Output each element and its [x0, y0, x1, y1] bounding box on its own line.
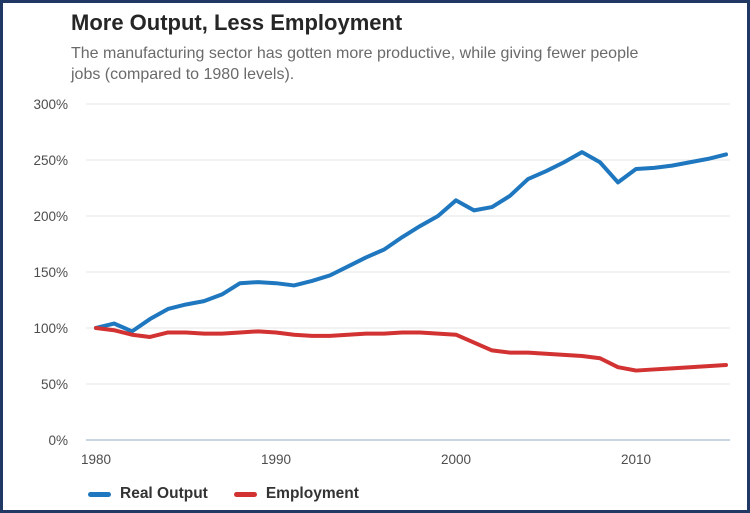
line-chart: 0% 50% 100% 150% 200% 250% 300% 1980 1990 2000 201…: [33, 97, 730, 467]
legend-label-real-output: Real Output: [120, 485, 208, 502]
x-tick-label: 2000: [441, 452, 471, 467]
y-tick-label: 0%: [48, 433, 68, 448]
real-output-line: [94, 150, 728, 334]
page-title: More Output, Less Employment: [71, 10, 403, 35]
y-tick-label: 300%: [33, 97, 68, 112]
x-tick-label: 1980: [81, 452, 111, 467]
chart-header: More Output, Less Employment The manufac…: [71, 10, 711, 85]
real-output-swatch: [88, 491, 111, 497]
y-tick-label: 100%: [33, 321, 68, 336]
y-tick-label: 250%: [33, 153, 68, 168]
employment-swatch: [233, 491, 257, 497]
y-tick-label: 50%: [41, 377, 68, 392]
x-tick-label: 1990: [261, 452, 291, 467]
legend-item-employment: Employment: [233, 485, 359, 503]
chart-subtitle: The manufacturing sector has gotten more…: [71, 45, 639, 84]
y-tick-label: 150%: [33, 265, 68, 280]
legend-item-real-output: Real Output: [88, 485, 208, 503]
y-tick-label: 200%: [33, 209, 68, 224]
employment-line: [94, 326, 728, 373]
legend-label-employment: Employment: [265, 485, 359, 502]
chart-legend: Real Output Employment: [88, 485, 359, 503]
x-tick-label: 2010: [621, 452, 651, 467]
